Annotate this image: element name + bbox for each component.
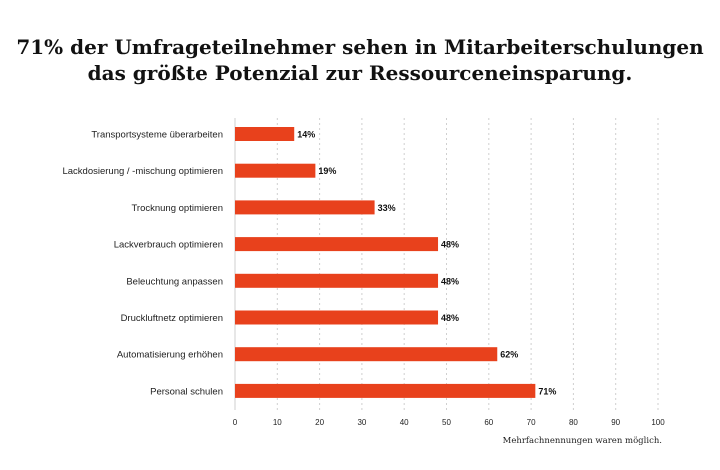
x-tick-label: 10	[273, 418, 282, 427]
chart-title-line-2: das größte Potenzial zur Ressourceneinsp…	[87, 61, 633, 85]
chart-title-line-1: 71% der Umfrageteilnehmer sehen in Mitar…	[16, 35, 704, 59]
x-tick-label: 40	[400, 418, 409, 427]
bar	[235, 383, 536, 398]
x-tick-label: 70	[527, 418, 536, 427]
value-label: 71%	[538, 386, 556, 396]
category-label: Beleuchtung anpassen	[126, 276, 223, 287]
category-labels: Transportsysteme überarbeiten Lackdosieru…	[62, 130, 223, 398]
bars	[235, 127, 536, 398]
value-label: 62%	[500, 350, 518, 360]
value-label: 19%	[318, 166, 336, 176]
value-label: 48%	[441, 276, 459, 286]
category-label: Lackdosierung / -mischung optimieren	[62, 166, 223, 177]
x-tick-label: 90	[611, 418, 620, 427]
category-label: Druckluftnetz optimieren	[121, 313, 223, 324]
chart-title: 71% der Umfrageteilnehmer sehen in Mitar…	[0, 34, 720, 86]
value-labels: 14% 19% 33% 48% 48% 48% 62% 71%	[297, 130, 556, 397]
category-label: Automatisierung erhöhen	[117, 350, 223, 361]
bar	[235, 127, 295, 141]
x-tick-label: 30	[357, 418, 366, 427]
x-tick-label: 100	[651, 418, 665, 427]
category-label: Lackverbrauch optimieren	[114, 240, 223, 251]
bar	[235, 310, 439, 325]
category-label: Trocknung optimieren	[131, 203, 223, 214]
value-label: 14%	[297, 130, 315, 140]
bar	[235, 237, 439, 252]
x-tick-label: 50	[442, 418, 451, 427]
value-label: 48%	[441, 240, 459, 250]
bar	[235, 347, 498, 362]
category-label: Personal schulen	[150, 386, 223, 397]
value-label: 48%	[441, 313, 459, 323]
bar	[235, 163, 316, 178]
x-axis-ticks: 0 10 20 30 40 50 60 70 80 90 100	[233, 418, 665, 427]
x-tick-label: 0	[233, 418, 238, 427]
bar	[235, 273, 439, 288]
footnote: Mehrfachnennungen waren möglich.	[502, 436, 662, 446]
x-tick-label: 60	[484, 418, 493, 427]
x-tick-label: 80	[569, 418, 578, 427]
category-label: Transportsysteme überarbeiten	[91, 130, 223, 141]
grid-lines	[234, 118, 659, 410]
x-tick-label: 20	[315, 418, 324, 427]
value-label: 33%	[378, 203, 396, 213]
bar	[235, 200, 375, 215]
